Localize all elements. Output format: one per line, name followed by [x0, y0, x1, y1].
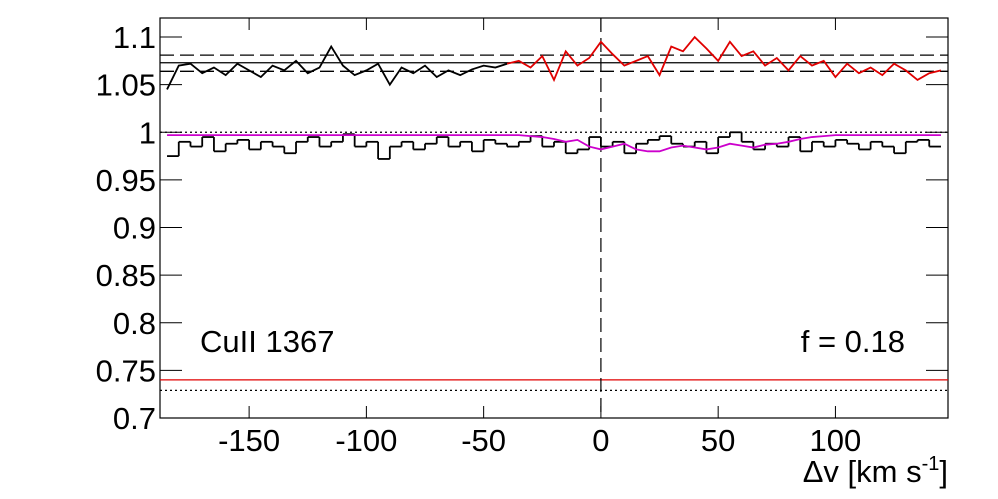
- y-tick-label: 0.85: [96, 258, 156, 293]
- x-axis-label-tail: ]: [939, 454, 948, 489]
- y-tick-label: 0.9: [113, 211, 156, 246]
- y-tick-label: 0.7: [113, 401, 156, 436]
- x-tick-label: -100: [335, 423, 397, 458]
- x-tick-label: -150: [218, 423, 280, 458]
- y-tick-label: 0.8: [113, 306, 156, 341]
- y-tick-label: 0.75: [96, 353, 156, 388]
- y-tick-label: 1: [139, 115, 156, 150]
- y-tick-label: 0.95: [96, 163, 156, 198]
- y-tick-label: 1.1: [113, 20, 156, 55]
- x-tick-label: 0: [592, 423, 609, 458]
- data-line: [167, 134, 941, 153]
- annotation: CuII 1367: [200, 324, 334, 359]
- x-tick-label: -50: [461, 423, 506, 458]
- annotation: f = 0.18: [801, 324, 905, 359]
- data-line: [166, 44, 508, 90]
- x-tick-label: 50: [701, 423, 735, 458]
- x-axis-label-main: Δv [km s: [803, 454, 922, 489]
- plot-frame: [159, 17, 949, 419]
- x-axis-label: Δv [km s-1]: [803, 453, 948, 489]
- y-tick-label: 1.05: [96, 68, 156, 103]
- x-tick-label: 100: [810, 423, 862, 458]
- data-line: [506, 35, 942, 83]
- x-axis-label-sup: -1: [922, 453, 940, 475]
